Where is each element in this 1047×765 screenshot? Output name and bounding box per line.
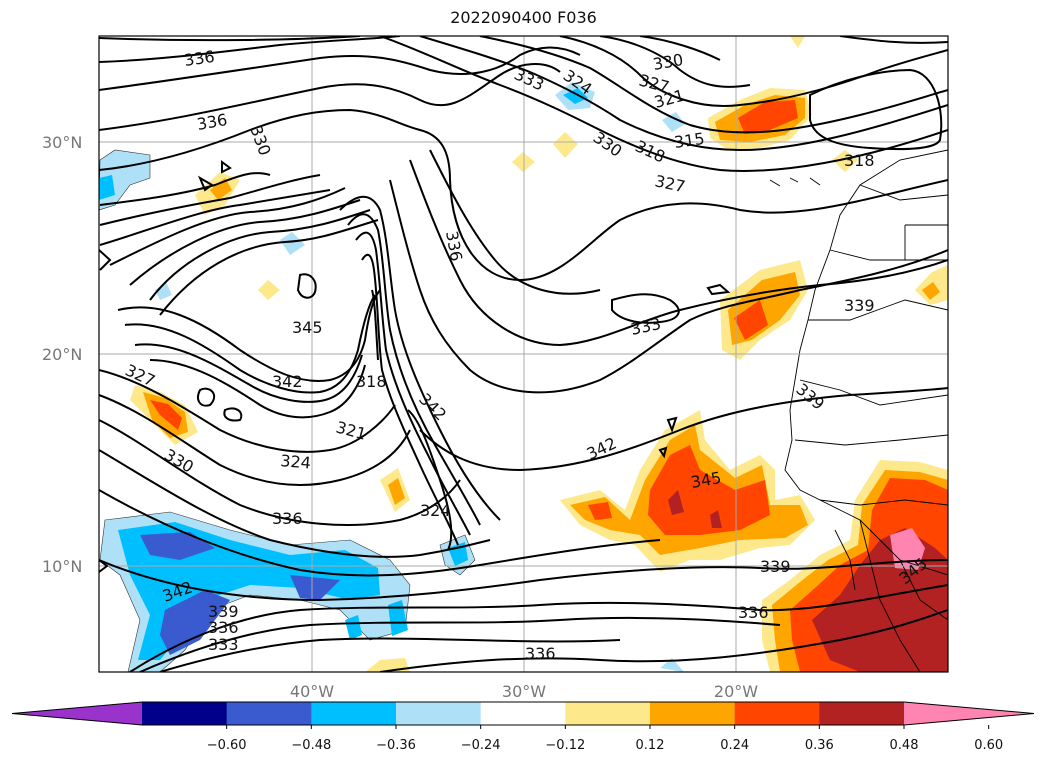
lon-labels: 40°W 30°W 20°W bbox=[290, 682, 758, 701]
colorbar-swatch bbox=[565, 702, 651, 725]
lon-label-30w: 30°W bbox=[502, 682, 546, 701]
colorbar-tick-label: 0.12 bbox=[636, 738, 665, 753]
contours bbox=[99, 36, 948, 672]
colorbar bbox=[11, 701, 1035, 726]
contour-label: 336 bbox=[272, 509, 303, 528]
lat-labels: 30°N 20°N 10°N bbox=[42, 133, 82, 576]
colorbar-extend-high bbox=[904, 702, 1034, 725]
colorbar-swatch bbox=[734, 702, 820, 725]
lat-label-30n: 30°N bbox=[42, 133, 82, 152]
colorbar-swatch bbox=[311, 702, 397, 725]
lat-label-20n: 20°N bbox=[42, 345, 82, 364]
colorbar-swatch bbox=[226, 702, 312, 725]
positive-shading bbox=[130, 36, 948, 672]
colorbar-tick-label: 0.60 bbox=[974, 738, 1003, 753]
contour-label: 333 bbox=[208, 635, 239, 654]
lat-label-10n: 10°N bbox=[42, 557, 82, 576]
colorbar-extend-low bbox=[12, 702, 142, 725]
gridlines bbox=[99, 36, 948, 672]
contour-label: 315 bbox=[673, 129, 706, 152]
colorbar-swatch bbox=[480, 702, 566, 725]
contour-label: 318 bbox=[844, 151, 875, 170]
lon-label-40w: 40°W bbox=[290, 682, 334, 701]
contour-label: 324 bbox=[420, 501, 451, 520]
colorbar-tick-label: −0.60 bbox=[207, 738, 247, 753]
lon-label-20w: 20°W bbox=[714, 682, 758, 701]
colorbar-tick-label: −0.24 bbox=[461, 738, 501, 753]
contour-label: 345 bbox=[292, 318, 323, 337]
contour-label: 339 bbox=[208, 602, 239, 621]
contour-label: 336 bbox=[738, 603, 769, 622]
map-frame bbox=[98, 35, 949, 673]
contour-label: 339 bbox=[844, 296, 875, 315]
colorbar-tick-label: −0.36 bbox=[376, 738, 416, 753]
colorbar-swatch bbox=[396, 702, 482, 725]
contour-label: 336 bbox=[183, 47, 216, 70]
contour-label: 318 bbox=[356, 372, 387, 391]
contour-label: 324 bbox=[280, 451, 312, 473]
contour-label: 339 bbox=[760, 557, 791, 576]
colorbar-swatch bbox=[142, 702, 228, 725]
coastline bbox=[769, 149, 948, 672]
colorbar-swatch bbox=[819, 702, 905, 725]
colorbar-tick-label: 0.36 bbox=[805, 738, 834, 753]
colorbar-swatch bbox=[650, 702, 736, 725]
contour-label: 336 bbox=[525, 644, 556, 663]
colorbar-tick-label: 0.48 bbox=[890, 738, 919, 753]
map-panel: 336 336 330 333 324 330 327 321 330 318 … bbox=[99, 36, 948, 672]
colorbar-ticks: −0.60 −0.48 −0.36 −0.24 −0.12 0.12 0.24 0.36 0.4… bbox=[207, 725, 1003, 753]
map-title: 2022090400 F036 bbox=[450, 8, 597, 27]
colorbar-tick-label: −0.48 bbox=[291, 738, 331, 753]
colorbar-tick-label: −0.12 bbox=[545, 738, 585, 753]
contour-label: 336 bbox=[208, 618, 239, 637]
colorbar-tick-label: 0.24 bbox=[720, 738, 749, 753]
colorbar-outline bbox=[11, 701, 1035, 726]
contour-label: 342 bbox=[272, 372, 303, 391]
